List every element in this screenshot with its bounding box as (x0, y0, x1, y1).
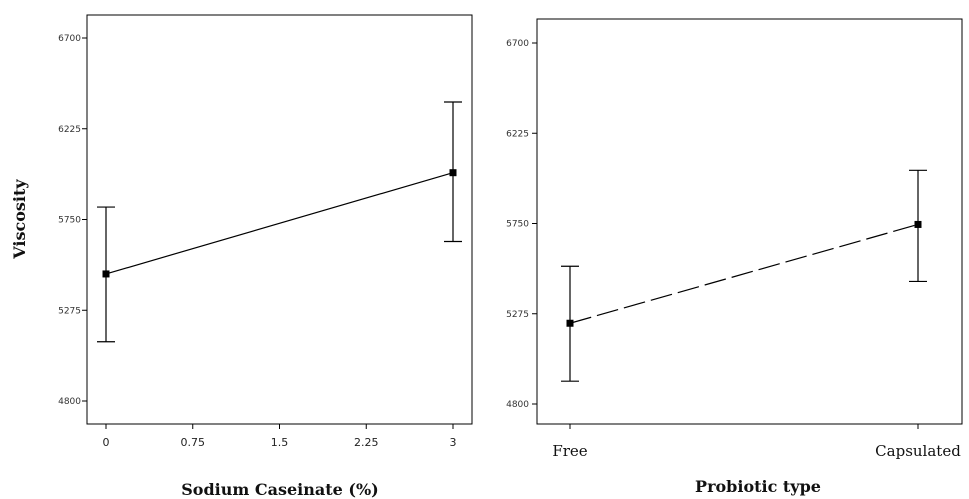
y-tick-label: 6225 (58, 125, 81, 135)
left-y-axis: 6700 6225 5750 5275 4800 (58, 34, 87, 407)
y-tick-label: 5275 (58, 306, 81, 316)
x-tick-label: 0.75 (181, 436, 206, 449)
left-x-axis-label: Sodium Caseinate (%) (181, 480, 378, 499)
x-tick-label: 1.5 (271, 436, 289, 449)
x-tick-label: 0 (103, 436, 110, 449)
y-tick-label: 6700 (506, 39, 529, 49)
y-tick-label: 5750 (506, 220, 529, 230)
data-point (449, 169, 457, 177)
series-line (105, 172, 454, 275)
left-chart-panel: 6700 6225 5750 5275 4800 0 0.75 1.5 2.25 3 Visco… (10, 14, 473, 499)
data-point (102, 270, 110, 278)
y-tick-label: 6225 (506, 129, 529, 139)
left-plot-marks (97, 101, 462, 343)
x-tick-label: Free (552, 442, 587, 460)
right-plot-frame (536, 18, 963, 425)
y-tick-label: 6700 (58, 34, 81, 44)
y-tick-label: 5750 (58, 216, 81, 226)
data-point (914, 220, 922, 228)
x-tick-label: 3 (450, 436, 457, 449)
y-tick-label: 4800 (506, 400, 529, 410)
right-plot-marks (561, 169, 927, 382)
right-x-axis: Free Capsulated (552, 424, 961, 460)
data-point (566, 319, 574, 327)
right-y-axis: 6700 6225 5750 5275 4800 (506, 39, 537, 410)
series-line (569, 223, 919, 324)
y-tick-label: 5275 (506, 310, 529, 320)
left-plot-frame (86, 14, 473, 425)
right-chart-panel: 6700 6225 5750 5275 4800 Free Capsulated Prob… (506, 18, 963, 496)
left-y-axis-label: Viscosity (10, 179, 29, 260)
x-tick-label: Capsulated (875, 442, 961, 460)
right-x-axis-label: Probiotic type (695, 477, 821, 496)
left-x-axis: 0 0.75 1.5 2.25 3 (103, 424, 457, 449)
y-tick-label: 4800 (58, 397, 81, 407)
x-tick-label: 2.25 (354, 436, 379, 449)
